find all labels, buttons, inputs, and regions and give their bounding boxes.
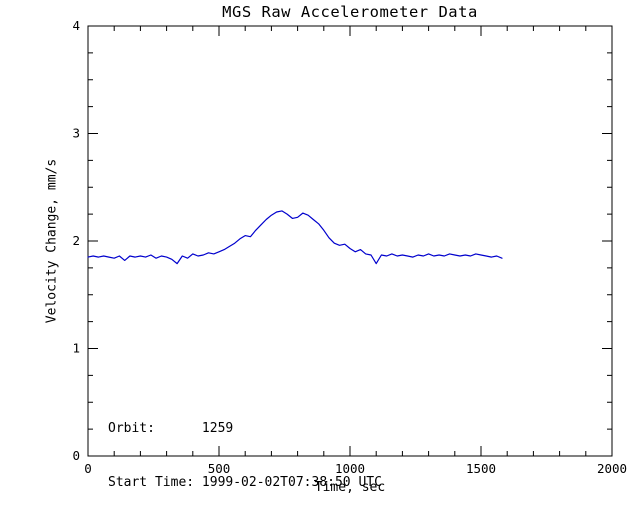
y-tick-label: 3: [72, 126, 80, 141]
y-tick-label: 1: [72, 341, 80, 356]
y-tick-label: 2: [72, 233, 80, 248]
annotation-orbit: Orbit: 1259: [108, 421, 234, 436]
y-axis-label: Velocity Change, mm/s: [44, 158, 60, 324]
annotation-block: Orbit: 1259 Start Time: 1999-02-02T07:38…: [108, 384, 382, 512]
x-axis-label: Time, sec: [314, 480, 386, 495]
data-line-velocity-change: [87, 210, 503, 265]
x-tick-label: 1000: [335, 461, 365, 476]
x-tick-label: 0: [84, 461, 92, 476]
y-tick-label: 0: [72, 448, 80, 463]
y-tick-label: 4: [72, 18, 80, 33]
x-tick-label: 2000: [597, 461, 627, 476]
annotation-start-time: Start Time: 1999-02-02T07:38:50 UTC: [108, 475, 382, 490]
plot-title: MGS Raw Accelerometer Data: [222, 3, 478, 21]
x-tick-label: 1500: [466, 461, 496, 476]
x-tick-label: 500: [208, 461, 231, 476]
